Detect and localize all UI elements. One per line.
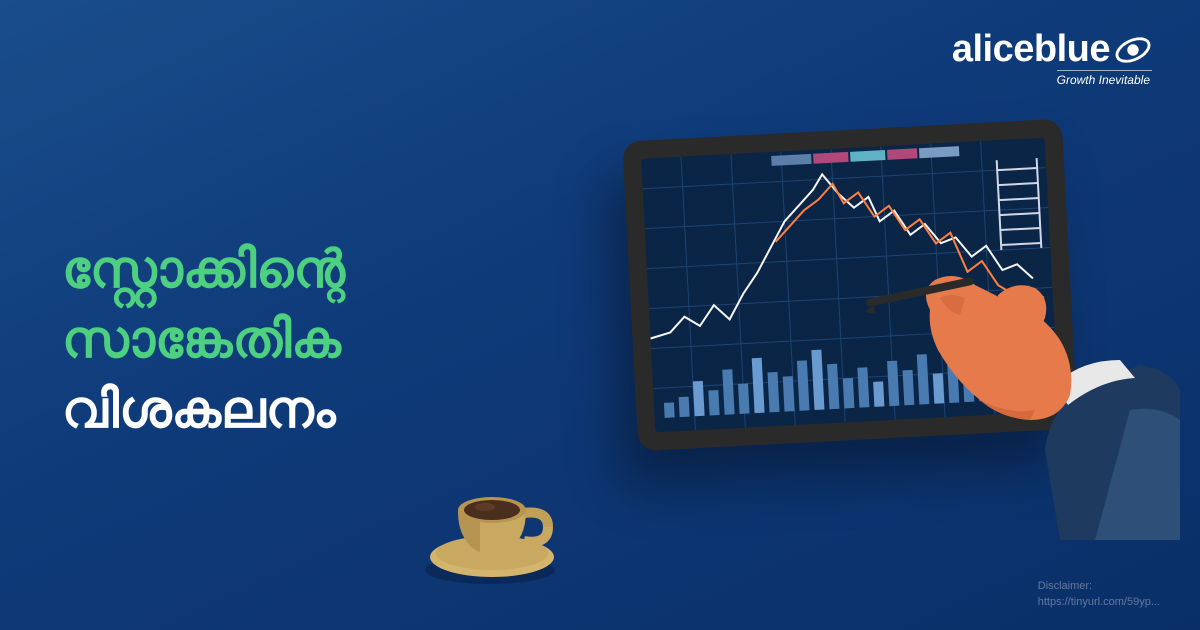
chart-ladder: [997, 158, 1042, 250]
disclaimer-label: Disclaimer:: [1038, 579, 1160, 594]
brand-name: aliceblue: [952, 28, 1110, 71]
brand-logo: aliceblue Growth Inevitable: [952, 28, 1152, 89]
headline-line3: വിശകലനം: [62, 375, 345, 445]
headline: സ്റ്റോക്കിന്റെ സാങ്കേതിക വിശകലനം: [62, 235, 345, 446]
headline-line2: സാങ്കേതിക: [62, 305, 345, 375]
brand-swirl-icon: [1114, 31, 1152, 69]
headline-line1: സ്റ്റോക്കിന്റെ: [62, 235, 345, 305]
coffee-cup: [420, 455, 570, 585]
hand-illustration: [860, 260, 1180, 540]
brand-tagline: Growth Inevitable: [1057, 70, 1152, 87]
disclaimer-url: https://tinyurl.com/59yp...: [1038, 595, 1160, 610]
disclaimer: Disclaimer: https://tinyurl.com/59yp...: [1038, 579, 1160, 610]
chart-top-strip: [771, 146, 959, 166]
